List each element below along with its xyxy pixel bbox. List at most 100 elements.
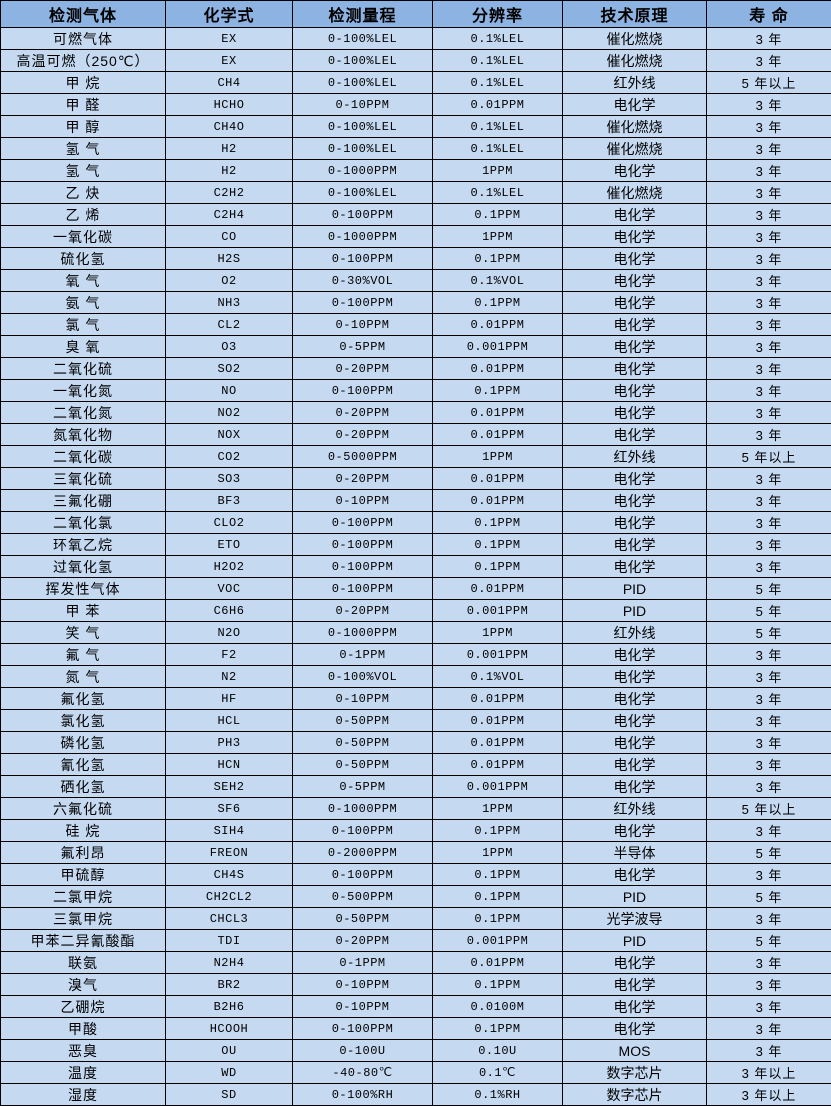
cell-resolution: 0.1PPM — [433, 908, 563, 930]
cell-technology: 电化学 — [563, 974, 707, 996]
cell-resolution: 0.1℃ — [433, 1062, 563, 1084]
cell-technology: 催化燃烧 — [563, 182, 707, 204]
cell-lifetime: 3 年 — [707, 402, 831, 424]
cell-gas: 二氧化氮 — [1, 402, 166, 424]
cell-resolution: 1PPM — [433, 798, 563, 820]
cell-formula: EX — [166, 50, 293, 72]
cell-technology: 电化学 — [563, 776, 707, 798]
cell-resolution: 0.001PPM — [433, 600, 563, 622]
cell-technology: 催化燃烧 — [563, 28, 707, 50]
cell-gas: 六氟化硫 — [1, 798, 166, 820]
cell-resolution: 0.01PPM — [433, 754, 563, 776]
cell-gas: 臭 氧 — [1, 336, 166, 358]
cell-resolution: 0.1PPM — [433, 974, 563, 996]
cell-lifetime: 3 年 — [707, 1018, 831, 1040]
cell-lifetime: 3 年 — [707, 314, 831, 336]
cell-gas: 温度 — [1, 1062, 166, 1084]
cell-range: 0-50PPM — [293, 754, 433, 776]
cell-lifetime: 3 年 — [707, 974, 831, 996]
cell-technology: PID — [563, 600, 707, 622]
cell-lifetime: 3 年 — [707, 94, 831, 116]
cell-lifetime: 5 年以上 — [707, 446, 831, 468]
cell-formula: SF6 — [166, 798, 293, 820]
cell-gas: 乙 烯 — [1, 204, 166, 226]
cell-formula: N2H4 — [166, 952, 293, 974]
cell-range: 0-20PPM — [293, 600, 433, 622]
cell-resolution: 1PPM — [433, 842, 563, 864]
cell-lifetime: 3 年 — [707, 50, 831, 72]
cell-range: 0-5PPM — [293, 776, 433, 798]
cell-lifetime: 5 年 — [707, 578, 831, 600]
cell-range: 0-1000PPM — [293, 622, 433, 644]
cell-formula: H2S — [166, 248, 293, 270]
cell-range: 0-5000PPM — [293, 446, 433, 468]
cell-gas: 甲 苯 — [1, 600, 166, 622]
cell-range: 0-100PPM — [293, 204, 433, 226]
cell-range: 0-100PPM — [293, 534, 433, 556]
cell-formula: C2H2 — [166, 182, 293, 204]
cell-gas: 甲 醛 — [1, 94, 166, 116]
cell-technology: 电化学 — [563, 820, 707, 842]
cell-technology: 数字芯片 — [563, 1084, 707, 1106]
cell-resolution: 0.001PPM — [433, 930, 563, 952]
cell-gas: 高温可燃（250℃） — [1, 50, 166, 72]
cell-resolution: 0.1PPM — [433, 204, 563, 226]
cell-formula: H2O2 — [166, 556, 293, 578]
cell-lifetime: 3 年 — [707, 138, 831, 160]
cell-gas: 磷化氢 — [1, 732, 166, 754]
cell-technology: MOS — [563, 1040, 707, 1062]
cell-formula: CHCL3 — [166, 908, 293, 930]
cell-gas: 联氨 — [1, 952, 166, 974]
cell-lifetime: 3 年以上 — [707, 1084, 831, 1106]
cell-gas: 二氧化氯 — [1, 512, 166, 534]
cell-gas: 恶臭 — [1, 1040, 166, 1062]
cell-range: 0-2000PPM — [293, 842, 433, 864]
cell-lifetime: 3 年 — [707, 820, 831, 842]
cell-gas: 二氧化硫 — [1, 358, 166, 380]
cell-lifetime: 3 年 — [707, 226, 831, 248]
cell-range: 0-20PPM — [293, 930, 433, 952]
cell-formula: HCN — [166, 754, 293, 776]
cell-gas: 氟利昂 — [1, 842, 166, 864]
cell-resolution: 1PPM — [433, 622, 563, 644]
cell-formula: SEH2 — [166, 776, 293, 798]
cell-formula: CH4 — [166, 72, 293, 94]
cell-technology: 光学波导 — [563, 908, 707, 930]
cell-technology: 电化学 — [563, 512, 707, 534]
column-header-formula: 化学式 — [166, 1, 293, 28]
cell-range: 0-10PPM — [293, 314, 433, 336]
cell-formula: O2 — [166, 270, 293, 292]
cell-resolution: 0.01PPM — [433, 490, 563, 512]
cell-lifetime: 3 年 — [707, 710, 831, 732]
cell-gas: 三氯甲烷 — [1, 908, 166, 930]
cell-formula: N2 — [166, 666, 293, 688]
cell-resolution: 0.1%VOL — [433, 666, 563, 688]
cell-lifetime: 5 年 — [707, 930, 831, 952]
cell-resolution: 0.1%VOL — [433, 270, 563, 292]
cell-range: 0-20PPM — [293, 468, 433, 490]
cell-range: 0-100PPM — [293, 512, 433, 534]
cell-gas: 一氧化碳 — [1, 226, 166, 248]
cell-range: -40-80℃ — [293, 1062, 433, 1084]
cell-technology: 电化学 — [563, 402, 707, 424]
cell-range: 0-50PPM — [293, 908, 433, 930]
cell-technology: 电化学 — [563, 468, 707, 490]
cell-resolution: 0.001PPM — [433, 644, 563, 666]
cell-resolution: 0.1PPM — [433, 248, 563, 270]
column-header-gas: 检测气体 — [1, 1, 166, 28]
